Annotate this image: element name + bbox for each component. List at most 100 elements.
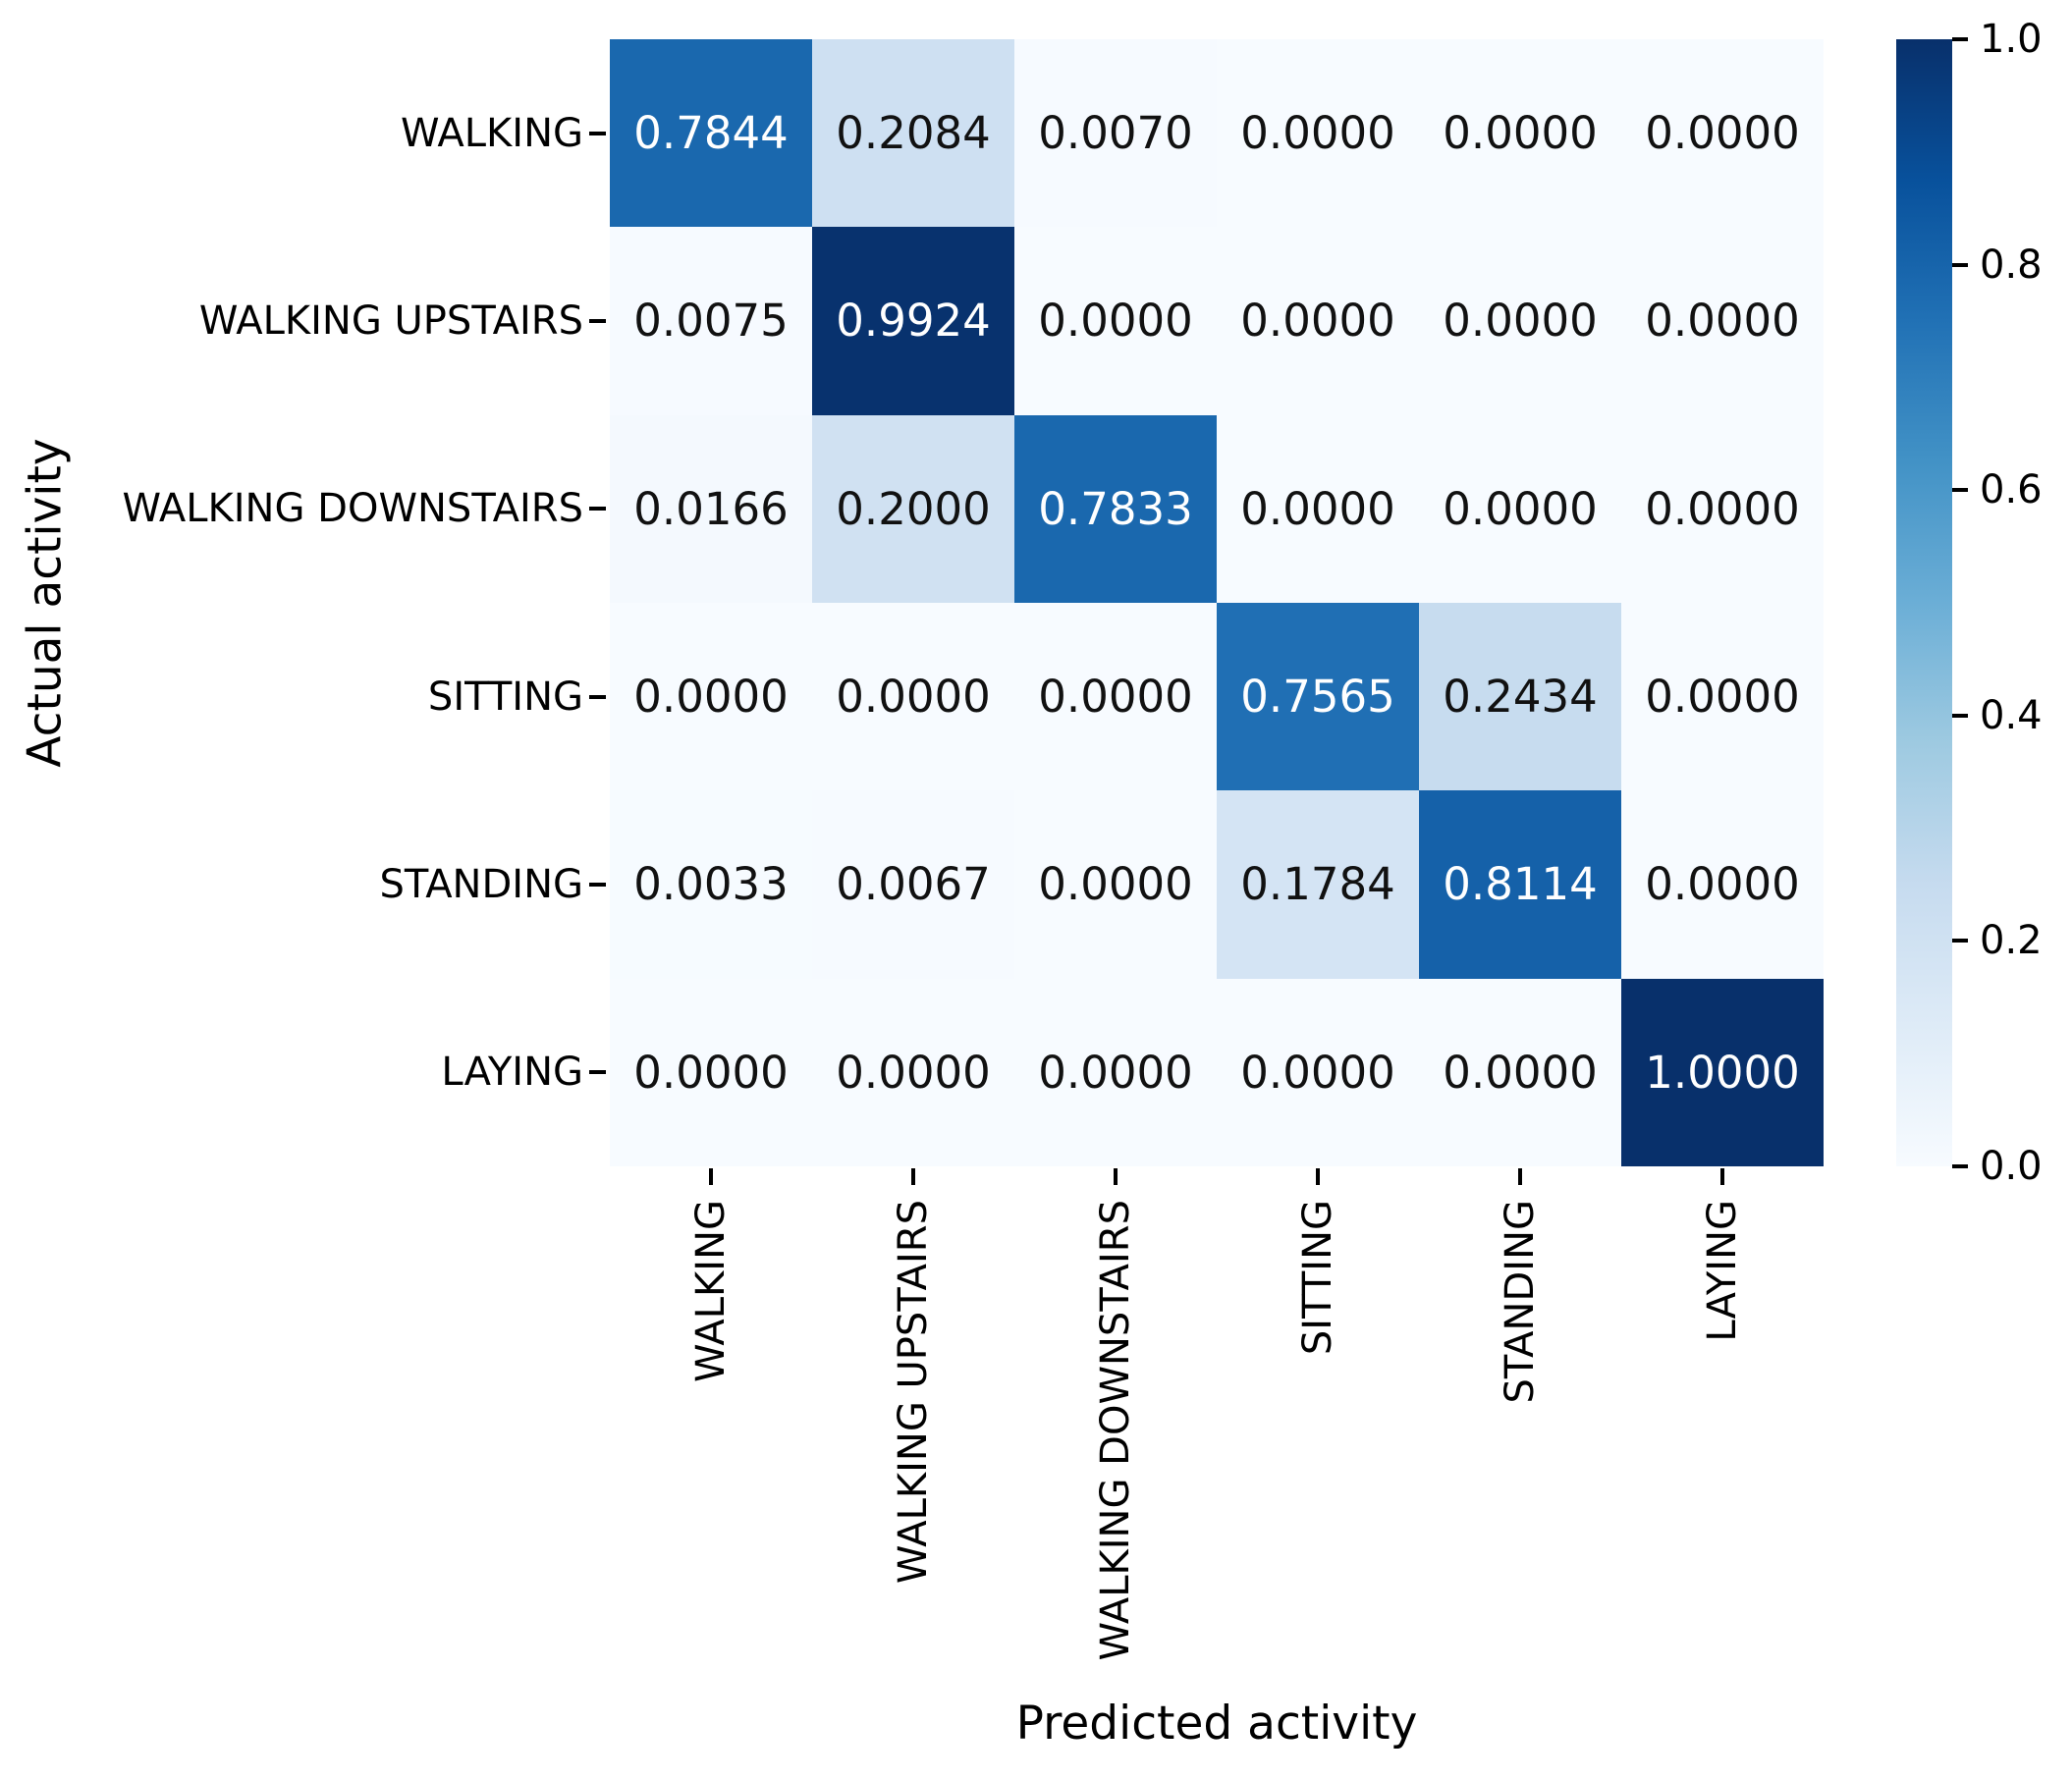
colorbar-tick-mark (1952, 1164, 1968, 1168)
heatmap-cell-value: 0.0070 (1038, 107, 1193, 160)
heatmap-cell-value: 0.0000 (1443, 107, 1598, 160)
heatmap-cell-value: 0.0000 (1038, 858, 1193, 911)
heatmap-cell-value: 0.0000 (1443, 1046, 1598, 1099)
x-tick-label: LAYING (1700, 1200, 1745, 1342)
heatmap-cell-value: 0.0000 (633, 1046, 789, 1099)
heatmap-cell: 0.0000 (1014, 790, 1217, 979)
y-tick-label: SITTING (427, 674, 583, 720)
heatmap-cell: 0.0000 (1419, 227, 1621, 415)
colorbar-tick-label: 0.2 (1980, 918, 2043, 964)
y-tick-label: WALKING (401, 110, 583, 156)
colorbar-tick-label: 0.8 (1980, 242, 2043, 288)
heatmap-cell: 0.0075 (610, 227, 812, 415)
x-tick-label: WALKING DOWNSTAIRS (1093, 1200, 1138, 1661)
heatmap-cell: 0.0000 (1217, 227, 1419, 415)
heatmap-cell-value: 0.0000 (1645, 295, 1800, 348)
y-tick-mark (589, 1070, 606, 1075)
heatmap-cell: 0.0000 (812, 978, 1014, 1166)
heatmap-cell: 0.9924 (812, 227, 1014, 415)
heatmap-cell: 0.0070 (1014, 39, 1217, 228)
heatmap-grid: 0.7844 0.2084 0.0070 0.0000 0.0000 0.0000 0.00… (610, 39, 1824, 1166)
heatmap-cell: 0.0000 (1621, 602, 1824, 791)
x-tick-mark (911, 1168, 915, 1185)
y-tick-label: STANDING (379, 862, 583, 907)
heatmap-cell: 0.0000 (1419, 39, 1621, 228)
heatmap-cell-value: 0.0000 (1645, 482, 1800, 535)
heatmap-cell: 0.0000 (1419, 414, 1621, 603)
heatmap-cell: 0.0000 (1621, 790, 1824, 979)
heatmap-cell: 0.2000 (812, 414, 1014, 603)
heatmap-cell: 1.0000 (1621, 978, 1824, 1166)
heatmap-cell-value: 0.0067 (836, 858, 991, 911)
heatmap-cell-value: 0.0000 (836, 671, 991, 724)
heatmap-cell: 0.0000 (1014, 227, 1217, 415)
heatmap-cell: 0.0000 (1621, 39, 1824, 228)
heatmap-cell-value: 1.0000 (1645, 1046, 1800, 1099)
heatmap-cell-value: 0.7565 (1240, 671, 1395, 724)
heatmap-cell-value: 0.0000 (836, 1046, 991, 1099)
y-axis-title: Actual activity (18, 438, 73, 768)
heatmap-cell-value: 0.0000 (1240, 107, 1395, 160)
x-axis-title: Predicted activity (1015, 1697, 1418, 1751)
heatmap-cell-value: 0.0000 (1038, 295, 1193, 348)
x-tick-mark (1316, 1168, 1320, 1185)
heatmap-cell: 0.7833 (1014, 414, 1217, 603)
heatmap-cell: 0.0000 (1014, 602, 1217, 791)
colorbar-tick-mark (1952, 262, 1968, 267)
heatmap-cell-value: 0.7844 (633, 107, 789, 160)
heatmap-cell: 0.1784 (1217, 790, 1419, 979)
heatmap-cell: 0.7844 (610, 39, 812, 228)
heatmap-cell-value: 0.2084 (836, 107, 991, 160)
x-tick-mark (1720, 1168, 1724, 1185)
y-tick-mark (589, 507, 606, 512)
heatmap-cell: 0.0000 (1217, 414, 1419, 603)
heatmap-cell: 0.2434 (1419, 602, 1621, 791)
x-tick-label: STANDING (1498, 1200, 1543, 1404)
y-tick-mark (589, 694, 606, 699)
y-tick-label: WALKING DOWNSTAIRS (122, 486, 584, 532)
heatmap-cell: 0.7565 (1217, 602, 1419, 791)
heatmap-cell: 0.0000 (1621, 227, 1824, 415)
heatmap-cell: 0.0000 (610, 978, 812, 1166)
heatmap-cell: 0.0000 (1217, 39, 1419, 228)
y-tick-mark (589, 319, 606, 323)
heatmap-cell-value: 0.0000 (1240, 295, 1395, 348)
heatmap-cell-value: 0.0000 (1645, 671, 1800, 724)
x-tick-label: SITTING (1295, 1200, 1340, 1356)
colorbar-tick-mark (1952, 939, 1968, 943)
heatmap-cell-value: 0.8114 (1443, 858, 1598, 911)
colorbar-tick-label: 0.6 (1980, 467, 2043, 513)
heatmap-cell-value: 0.0000 (1645, 858, 1800, 911)
x-tick-label: WALKING UPSTAIRS (891, 1200, 936, 1585)
heatmap-cell-value: 0.7833 (1038, 482, 1193, 535)
colorbar-tick-label: 1.0 (1980, 17, 2043, 62)
heatmap-cell-value: 0.0166 (633, 482, 789, 535)
heatmap-cell-value: 0.1784 (1240, 858, 1395, 911)
heatmap-cell-value: 0.2000 (836, 482, 991, 535)
y-tick-mark (589, 131, 606, 135)
heatmap-cell-value: 0.0000 (1443, 482, 1598, 535)
heatmap-cell-value: 0.0000 (1240, 482, 1395, 535)
heatmap-cell-value: 0.2434 (1443, 671, 1598, 724)
heatmap-cell: 0.2084 (812, 39, 1014, 228)
colorbar-tick-label: 0.4 (1980, 692, 2043, 738)
heatmap-cell-value: 0.0000 (1038, 671, 1193, 724)
colorbar-tick-mark (1952, 713, 1968, 718)
x-tick-mark (1518, 1168, 1522, 1185)
heatmap-cell-value: 0.0000 (1038, 1046, 1193, 1099)
heatmap-cell: 0.0067 (812, 790, 1014, 979)
heatmap-cell: 0.0033 (610, 790, 812, 979)
x-tick-label: WALKING (688, 1200, 734, 1382)
heatmap-cell-value: 0.0000 (1240, 1046, 1395, 1099)
heatmap-cell: 0.0000 (610, 602, 812, 791)
heatmap-cell-value: 0.0000 (1443, 295, 1598, 348)
heatmap-cell-value: 0.0000 (633, 671, 789, 724)
colorbar-tick-label: 0.0 (1980, 1144, 2043, 1189)
x-tick-mark (709, 1168, 713, 1185)
heatmap-cell: 0.0166 (610, 414, 812, 603)
x-tick-mark (1114, 1168, 1118, 1185)
y-tick-mark (589, 883, 606, 887)
heatmap-cell-value: 0.0000 (1645, 107, 1800, 160)
heatmap-cell: 0.0000 (1014, 978, 1217, 1166)
